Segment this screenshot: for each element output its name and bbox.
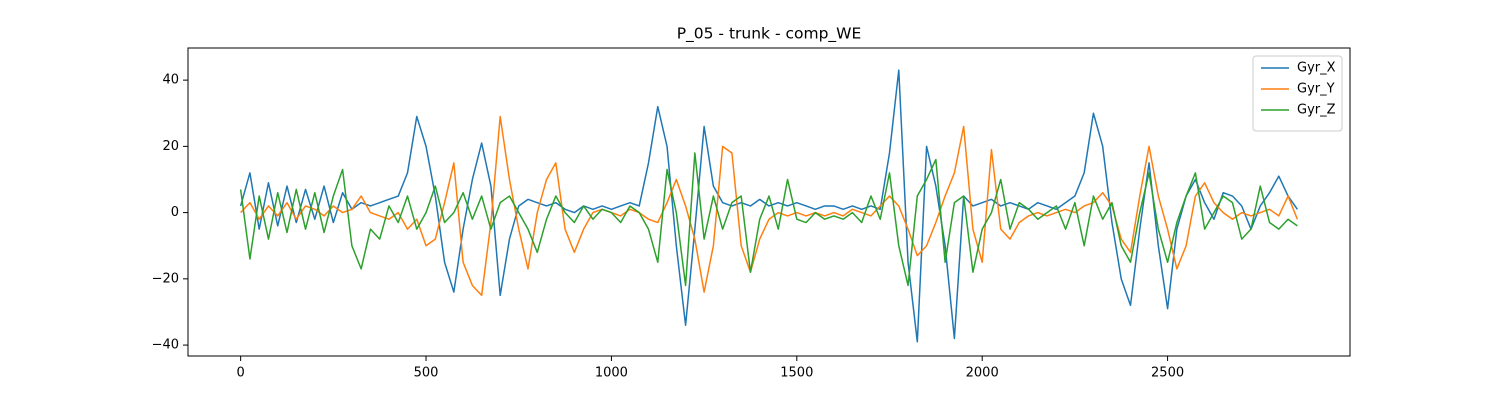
axes-frame bbox=[187, 47, 1351, 357]
x-tick-label: 1000 bbox=[595, 366, 628, 381]
x-tick-label: 1500 bbox=[780, 366, 813, 381]
legend-box bbox=[1252, 55, 1343, 132]
x-tick-label: 500 bbox=[414, 366, 439, 381]
data-line bbox=[239, 69, 1298, 343]
x-tick-label: 2500 bbox=[1151, 366, 1184, 381]
legend-label: Gyr_Z bbox=[1297, 103, 1336, 118]
data-line bbox=[240, 115, 1299, 297]
y-tick-label: 20 bbox=[162, 139, 179, 154]
plot-lines bbox=[239, 69, 1299, 343]
legend: Gyr_X Gyr_Y Gyr_Z bbox=[1252, 55, 1343, 132]
y-tick-label: 0 bbox=[171, 205, 179, 220]
y-tick-label: −20 bbox=[152, 271, 179, 286]
x-tick-label: 2000 bbox=[966, 366, 999, 381]
data-line bbox=[239, 152, 1298, 287]
legend-label: Gyr_Y bbox=[1297, 82, 1335, 97]
x-tick-label: 0 bbox=[237, 366, 245, 381]
y-tick-label: −40 bbox=[152, 338, 179, 353]
legend-label: Gyr_X bbox=[1297, 61, 1336, 76]
chart-title: P_05 - trunk - comp_WE bbox=[677, 25, 862, 44]
y-tick-label: 40 bbox=[162, 73, 179, 88]
